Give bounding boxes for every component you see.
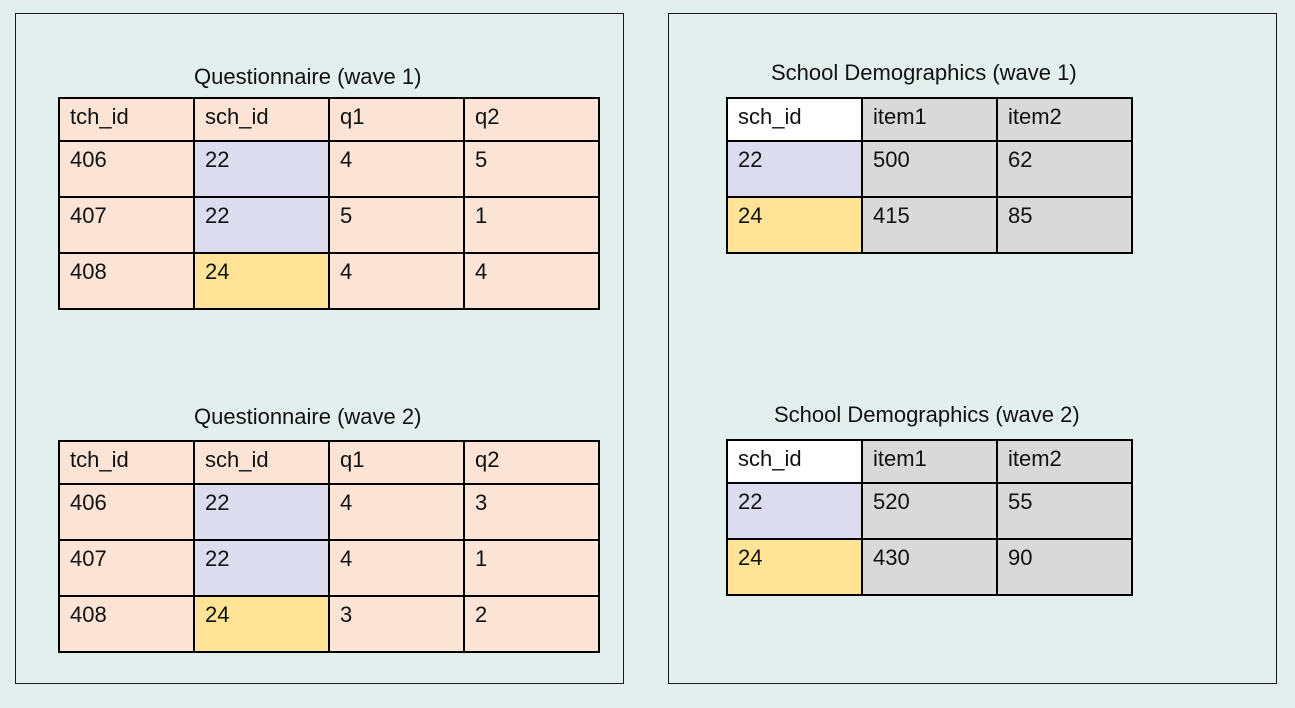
table-cell: 55	[996, 482, 1133, 540]
table-cell: 520	[861, 482, 998, 540]
table-cell: 500	[861, 140, 998, 198]
school-demographics-panel: School Demographics (wave 1) sch_id item…	[668, 13, 1277, 684]
questionnaire-panel: Questionnaire (wave 1) tch_id sch_id q1 …	[15, 13, 624, 684]
header-cell: sch_id	[193, 97, 330, 142]
table-cell: 1	[463, 539, 600, 597]
table-cell: 5	[463, 140, 600, 198]
school-demographics-wave2-table: sch_id item1 item2 22 520 55 24 430 90	[726, 439, 1133, 596]
questionnaire-wave1-table: tch_id sch_id q1 q2 406 22 4 5 407 22 5 …	[58, 97, 600, 310]
header-cell: item1	[861, 97, 998, 142]
table-row: 407 22 5 1	[58, 196, 600, 254]
table-cell: 2	[463, 595, 600, 653]
table-cell: 22	[726, 482, 863, 540]
header-cell: q1	[328, 440, 465, 485]
header-cell: tch_id	[58, 97, 195, 142]
header-cell: q1	[328, 97, 465, 142]
header-cell: item2	[996, 439, 1133, 484]
table-row: 406 22 4 5	[58, 140, 600, 198]
school-demographics-wave1-title: School Demographics (wave 1)	[771, 60, 1077, 85]
table-cell: 1	[463, 196, 600, 254]
table-row: 407 22 4 1	[58, 539, 600, 597]
header-row: tch_id sch_id q1 q2	[58, 440, 600, 485]
table-cell: 90	[996, 538, 1133, 596]
table-cell: 24	[726, 538, 863, 596]
header-row: sch_id item1 item2	[726, 97, 1133, 142]
table-cell: 407	[58, 196, 195, 254]
table-cell: 406	[58, 140, 195, 198]
table-row: 22 520 55	[726, 482, 1133, 540]
header-cell: item2	[996, 97, 1133, 142]
header-cell: sch_id	[193, 440, 330, 485]
table-cell: 24	[193, 595, 330, 653]
table-cell: 4	[328, 483, 465, 541]
header-cell: q2	[463, 440, 600, 485]
header-cell: tch_id	[58, 440, 195, 485]
table-cell: 4	[328, 252, 465, 310]
table-cell: 408	[58, 595, 195, 653]
questionnaire-wave2-table: tch_id sch_id q1 q2 406 22 4 3 407 22 4 …	[58, 440, 600, 653]
table-cell: 4	[328, 140, 465, 198]
header-cell: item1	[861, 439, 998, 484]
table-row: 24 430 90	[726, 538, 1133, 596]
table-cell: 24	[726, 196, 863, 254]
table-row: 406 22 4 3	[58, 483, 600, 541]
table-row: 408 24 4 4	[58, 252, 600, 310]
table-cell: 22	[726, 140, 863, 198]
table-cell: 3	[463, 483, 600, 541]
questionnaire-wave1-title: Questionnaire (wave 1)	[194, 64, 422, 89]
table-row: 24 415 85	[726, 196, 1133, 254]
table-cell: 62	[996, 140, 1133, 198]
table-cell: 3	[328, 595, 465, 653]
table-cell: 406	[58, 483, 195, 541]
table-cell: 430	[861, 538, 998, 596]
table-cell: 5	[328, 196, 465, 254]
header-row: sch_id item1 item2	[726, 439, 1133, 484]
table-cell: 24	[193, 252, 330, 310]
header-cell: q2	[463, 97, 600, 142]
table-cell: 22	[193, 140, 330, 198]
table-cell: 415	[861, 196, 998, 254]
table-cell: 22	[193, 483, 330, 541]
table-cell: 22	[193, 539, 330, 597]
header-cell: sch_id	[726, 439, 863, 484]
header-row: tch_id sch_id q1 q2	[58, 97, 600, 142]
header-cell: sch_id	[726, 97, 863, 142]
table-cell: 407	[58, 539, 195, 597]
school-demographics-wave2-title: School Demographics (wave 2)	[774, 402, 1080, 427]
table-cell: 85	[996, 196, 1133, 254]
table-cell: 22	[193, 196, 330, 254]
school-demographics-wave1-table: sch_id item1 item2 22 500 62 24 415 85	[726, 97, 1133, 254]
questionnaire-wave2-title: Questionnaire (wave 2)	[194, 404, 422, 429]
table-cell: 4	[328, 539, 465, 597]
table-row: 408 24 3 2	[58, 595, 600, 653]
table-cell: 4	[463, 252, 600, 310]
table-row: 22 500 62	[726, 140, 1133, 198]
table-cell: 408	[58, 252, 195, 310]
